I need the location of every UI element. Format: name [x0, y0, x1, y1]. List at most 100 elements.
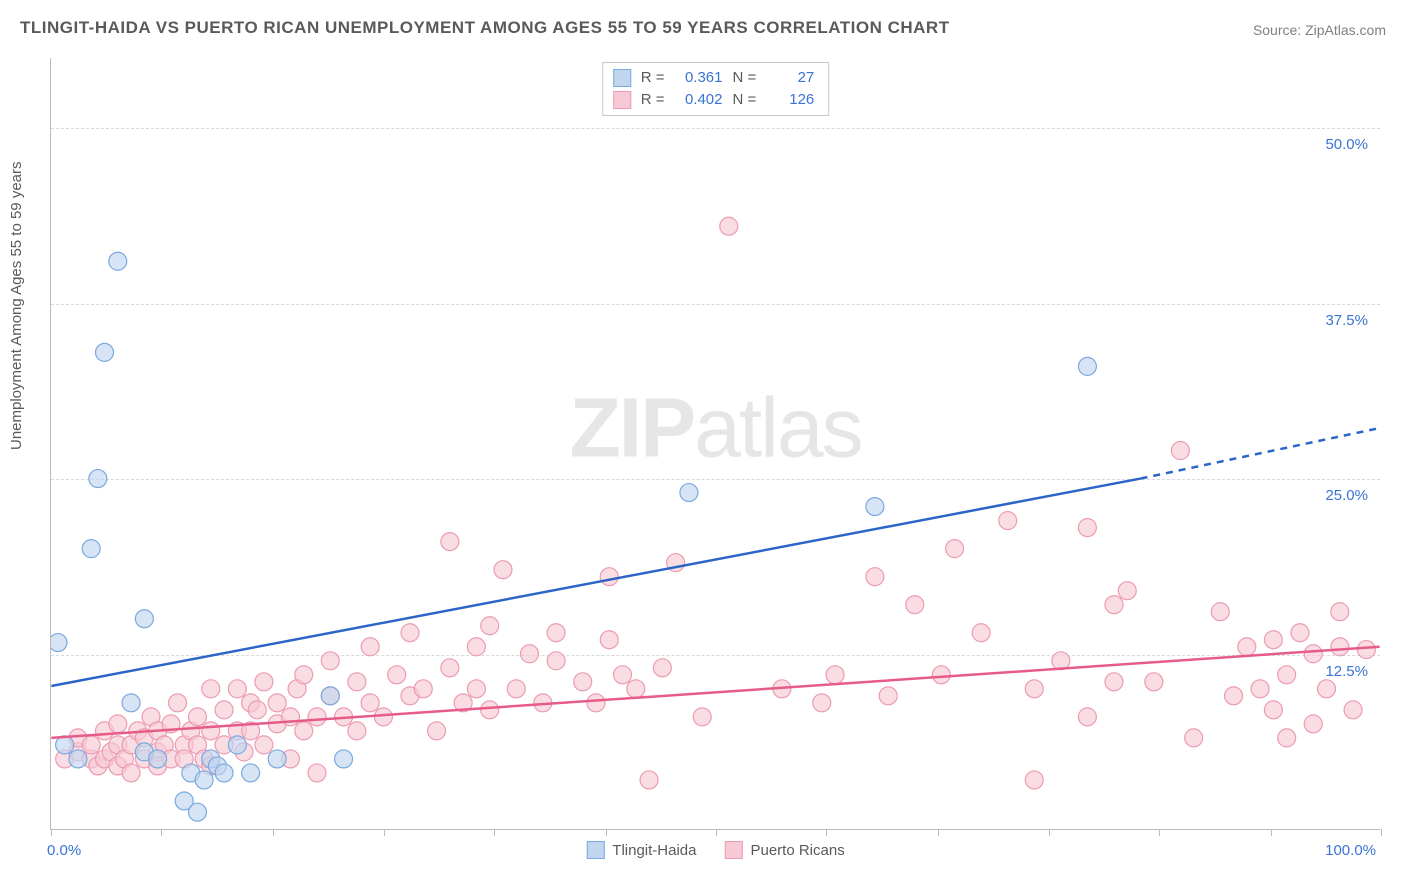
scatter-point: [242, 764, 260, 782]
scatter-point: [481, 617, 499, 635]
scatter-point: [1118, 582, 1136, 600]
scatter-point: [879, 687, 897, 705]
scatter-point: [195, 771, 213, 789]
scatter-point: [826, 666, 844, 684]
scatter-point: [268, 694, 286, 712]
legend-r-value-puerto: 0.402: [675, 89, 723, 111]
scatter-point: [215, 764, 233, 782]
scatter-point: [122, 694, 140, 712]
scatter-point: [946, 540, 964, 558]
scatter-point: [255, 736, 273, 754]
scatter-point: [999, 512, 1017, 530]
scatter-point: [82, 736, 100, 754]
scatter-point: [653, 659, 671, 677]
scatter-point: [972, 624, 990, 642]
legend-swatch-puerto: [724, 841, 742, 859]
legend-swatch-tlingit: [613, 69, 631, 87]
scatter-point: [374, 708, 392, 726]
scatter-point: [51, 634, 67, 652]
scatter-point: [401, 624, 419, 642]
scatter-point: [640, 771, 658, 789]
legend-r-label: R =: [641, 89, 665, 111]
scatter-point: [521, 645, 539, 663]
scatter-point: [906, 596, 924, 614]
legend-r-label: R =: [641, 67, 665, 89]
plot-area: ZIPatlas R = 0.361 N = 27 R = 0.402 N = …: [50, 58, 1380, 830]
scatter-point: [228, 736, 246, 754]
scatter-point: [109, 252, 127, 270]
legend-row-puerto: R = 0.402 N = 126: [613, 89, 815, 111]
legend-label-tlingit: Tlingit-Haida: [612, 842, 696, 859]
scatter-point: [1078, 708, 1096, 726]
scatter-point: [169, 694, 187, 712]
x-tick: [606, 829, 607, 836]
x-tick: [1159, 829, 1160, 836]
scatter-point: [295, 722, 313, 740]
scatter-point: [1238, 638, 1256, 656]
scatter-point: [467, 680, 485, 698]
legend-correlation-box: R = 0.361 N = 27 R = 0.402 N = 126: [602, 62, 830, 116]
scatter-point: [1264, 701, 1282, 719]
scatter-point: [680, 484, 698, 502]
x-tick: [273, 829, 274, 836]
scatter-point: [1145, 673, 1163, 691]
scatter-point: [308, 764, 326, 782]
scatter-point: [295, 666, 313, 684]
scatter-point: [866, 568, 884, 586]
x-tick: [51, 829, 52, 836]
scatter-point: [321, 652, 339, 670]
scatter-point: [321, 687, 339, 705]
legend-n-value-tlingit: 27: [766, 67, 814, 89]
scatter-point: [1264, 631, 1282, 649]
scatter-point: [1278, 729, 1296, 747]
legend-n-value-puerto: 126: [766, 89, 814, 111]
scatter-point: [1185, 729, 1203, 747]
scatter-point: [361, 694, 379, 712]
scatter-point: [228, 680, 246, 698]
scatter-point: [600, 568, 618, 586]
scatter-point: [932, 666, 950, 684]
legend-swatch-tlingit: [586, 841, 604, 859]
scatter-point: [428, 722, 446, 740]
scatter-point: [122, 764, 140, 782]
trend-line: [51, 647, 1379, 738]
scatter-point: [1105, 673, 1123, 691]
legend-label-puerto: Puerto Ricans: [750, 842, 844, 859]
scatter-point: [1171, 442, 1189, 460]
x-tick-label: 0.0%: [47, 842, 81, 859]
scatter-point: [248, 701, 266, 719]
scatter-point: [1251, 680, 1269, 698]
x-tick: [494, 829, 495, 836]
legend-series: Tlingit-Haida Puerto Ricans: [586, 841, 844, 859]
source-label: Source: ZipAtlas.com: [1253, 22, 1386, 38]
scatter-point: [1304, 715, 1322, 733]
scatter-point: [89, 470, 107, 488]
scatter-point: [69, 750, 87, 768]
scatter-point: [720, 217, 738, 235]
scatter-point: [547, 624, 565, 642]
scatter-point: [109, 715, 127, 733]
scatter-point: [348, 722, 366, 740]
x-tick: [716, 829, 717, 836]
x-tick: [1049, 829, 1050, 836]
scatter-point: [481, 701, 499, 719]
scatter-point: [693, 708, 711, 726]
scatter-point: [188, 803, 206, 821]
scatter-point: [1105, 596, 1123, 614]
scatter-point: [414, 680, 432, 698]
x-tick: [1381, 829, 1382, 836]
scatter-point: [1331, 638, 1349, 656]
scatter-point: [1225, 687, 1243, 705]
scatter-point: [441, 533, 459, 551]
scatter-point: [361, 638, 379, 656]
legend-row-tlingit: R = 0.361 N = 27: [613, 67, 815, 89]
scatter-point: [268, 750, 286, 768]
scatter-point: [1078, 357, 1096, 375]
scatter-point: [1357, 641, 1375, 659]
scatter-point: [441, 659, 459, 677]
scatter-point: [388, 666, 406, 684]
scatter-point: [202, 722, 220, 740]
legend-n-label: N =: [733, 67, 757, 89]
scatter-point: [1078, 519, 1096, 537]
scatter-point: [96, 343, 114, 361]
